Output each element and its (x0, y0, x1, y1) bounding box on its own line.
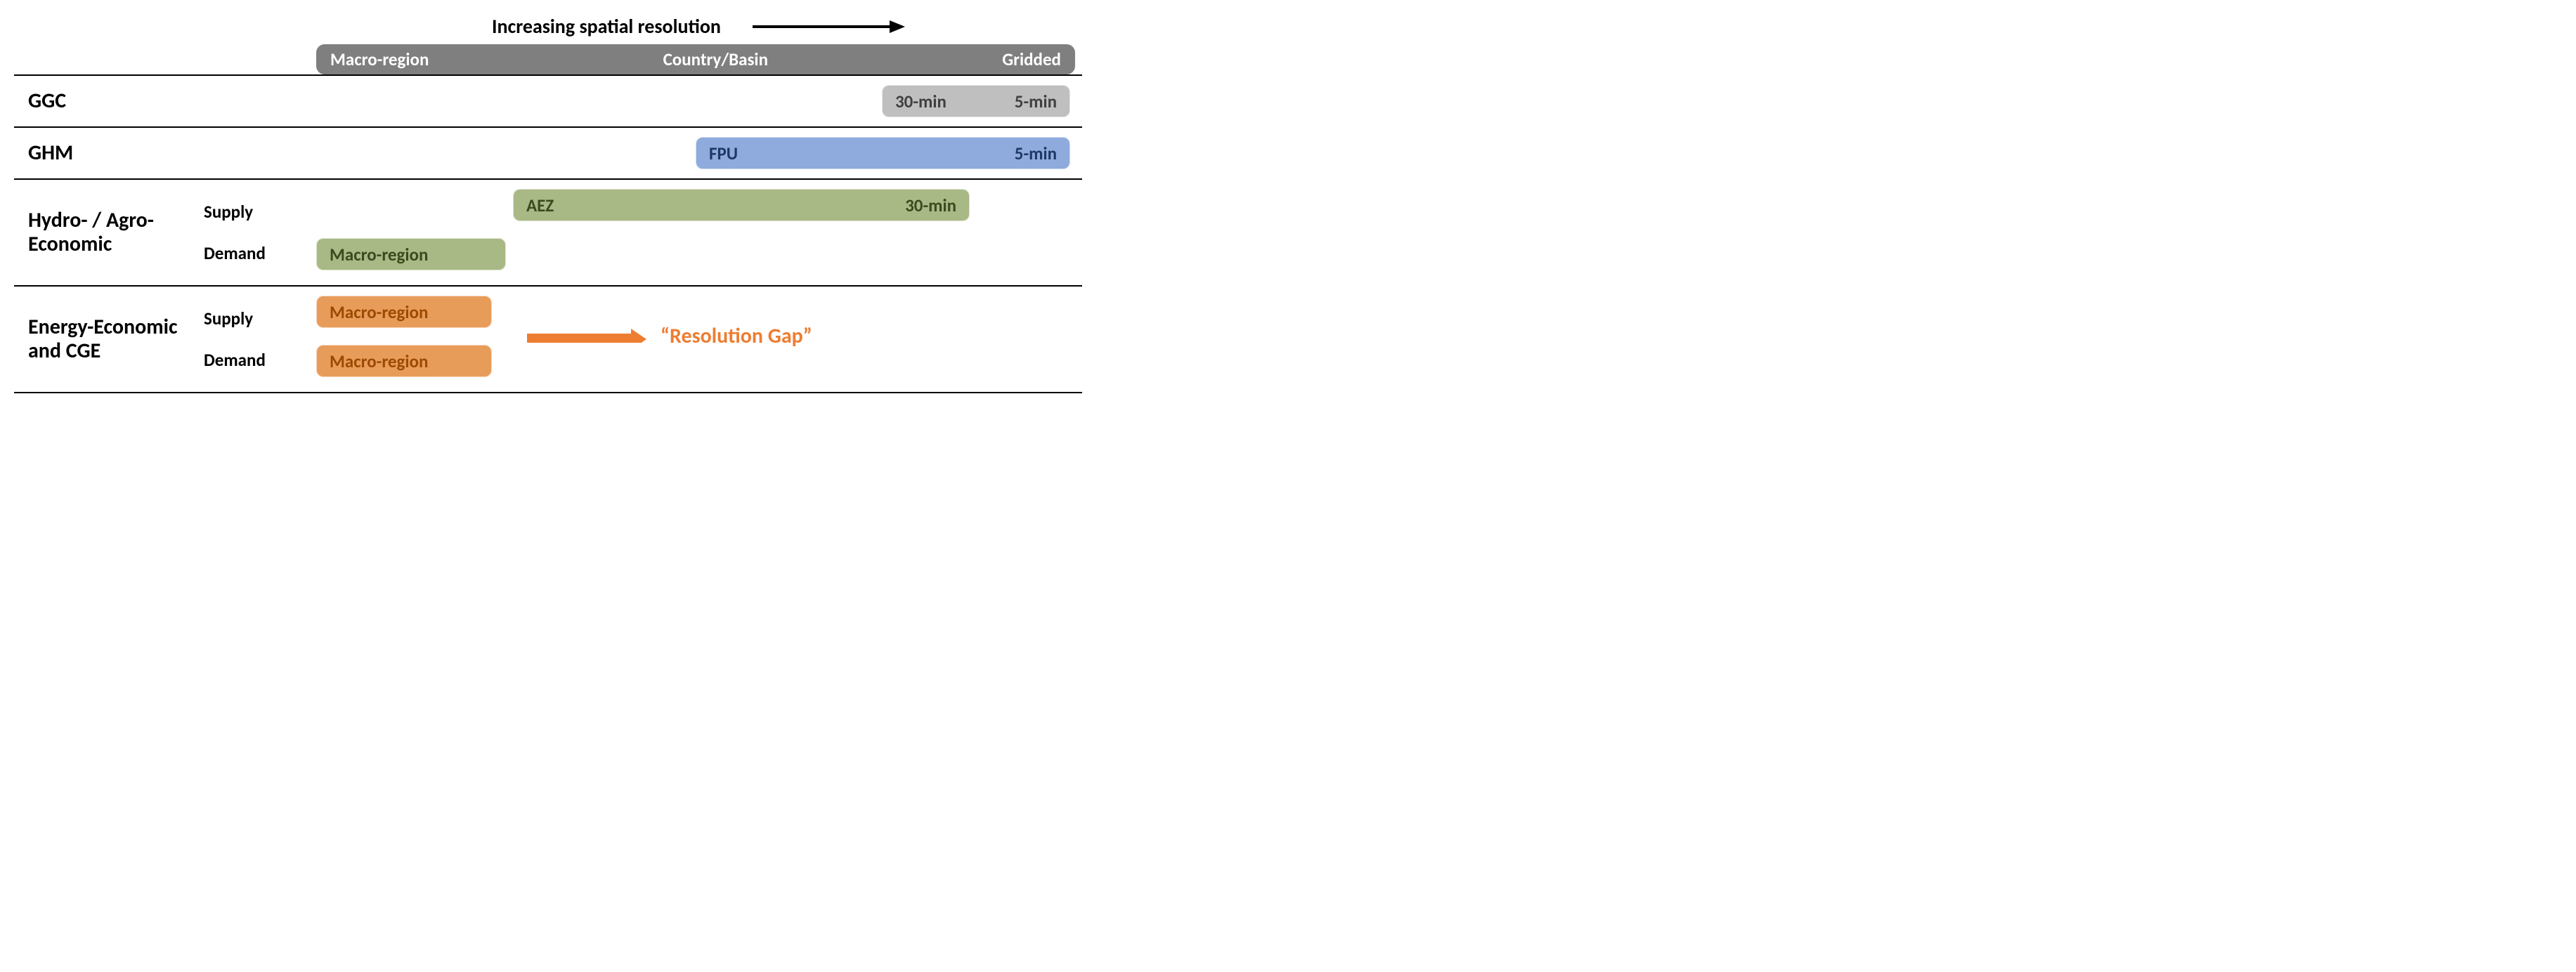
bar-right-text: 5-min (1015, 91, 1057, 112)
table-row: Hydro- / Agro-EconomicSupply Demand AEZ 30-… (14, 178, 1082, 285)
header-row: Increasing spatial resolution (14, 14, 1082, 39)
bar-left-text: AEZ (526, 195, 554, 216)
row-label: GHM (14, 141, 204, 166)
table-row: GHM FPU 5-min (14, 126, 1082, 178)
resolution-bar: FPU 5-min (696, 137, 1070, 169)
bar-left-text: Macro-region (330, 301, 428, 323)
bar-right-text: 5-min (1015, 143, 1057, 164)
bar-left-text: Macro-region (330, 244, 428, 265)
bar-left-text: 30-min (895, 91, 947, 112)
col-header-right: Gridded (1002, 48, 1061, 70)
bars-area: Macro-region Macro-region “Resolution Gap” (316, 294, 1082, 385)
bar-left-text: FPU (709, 143, 738, 164)
figure-title: Increasing spatial resolution (492, 14, 721, 39)
sublabel: Demand (204, 242, 316, 264)
bar-right-text: 30-min (905, 195, 956, 216)
row-label: Hydro- / Agro-Economic (14, 209, 204, 257)
bar-left-text: Macro-region (330, 350, 428, 372)
resolution-bar: AEZ 30-min (513, 189, 970, 221)
resolution-bar: Macro-region (316, 238, 506, 270)
bars-area: 30-min 5-min (316, 83, 1082, 119)
bars-area: AEZ 30-min Macro-region (316, 187, 1082, 278)
sublabel: Supply (204, 201, 316, 223)
gap-arrow-icon (527, 329, 646, 343)
row-sublabels: Supply Demand (204, 201, 316, 264)
resolution-bar: 30-min 5-min (882, 85, 1070, 117)
resolution-bar: Macro-region (316, 345, 492, 377)
row-label: Energy-Economic and CGE (14, 315, 204, 364)
rows-container: GGC 30-min 5-min GHM FPU 5-min Hydro- / Agro-E… (14, 74, 1082, 393)
col-header-left: Macro-region (330, 48, 429, 70)
table-row: Energy-Economic and CGESupplyDemandMacro… (14, 285, 1082, 393)
arrow-icon (749, 16, 911, 37)
table-row: GGC 30-min 5-min (14, 74, 1082, 126)
column-header-bar: Macro-region Country/Basin Gridded (316, 44, 1075, 74)
bars-area: FPU 5-min (316, 135, 1082, 171)
row-label: GGC (14, 89, 204, 114)
gap-label: “Resolution Gap” (661, 323, 812, 349)
row-sublabels: Supply Demand (204, 308, 316, 371)
col-header-center: Country/Basin (663, 48, 768, 70)
sublabel: Supply (204, 308, 316, 329)
sublabel: Demand (204, 349, 316, 371)
resolution-bar: Macro-region (316, 296, 492, 328)
spatial-resolution-figure: Increasing spatial resolution Macro-regi… (14, 14, 1082, 393)
